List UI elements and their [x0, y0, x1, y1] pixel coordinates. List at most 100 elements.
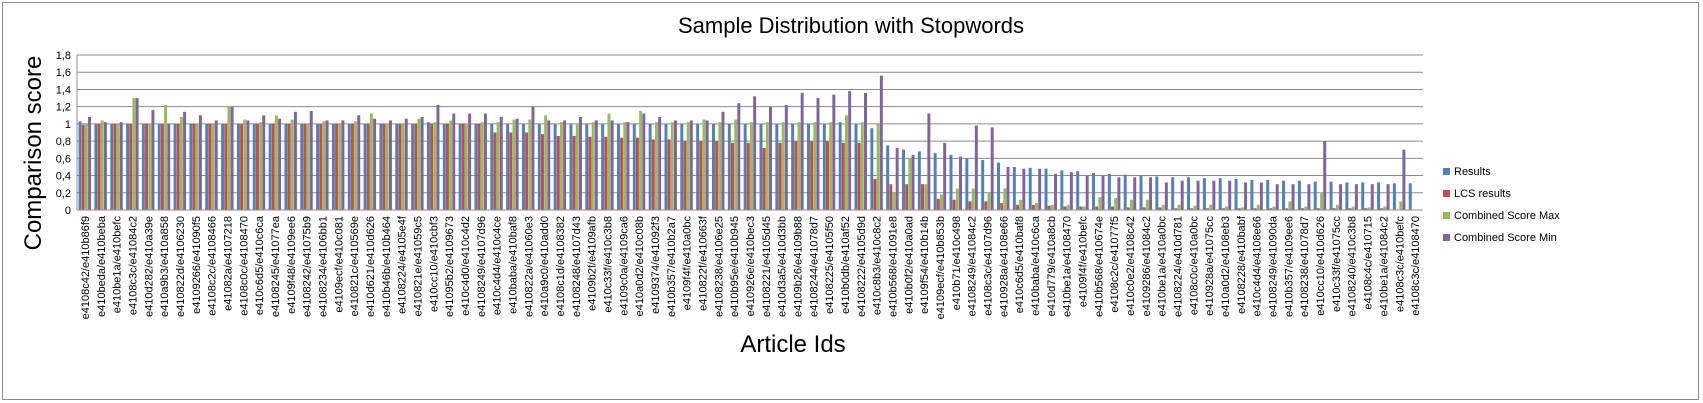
bar-combined-score-max	[433, 122, 437, 210]
bar-results	[1060, 170, 1064, 210]
bar-combined-score-min	[230, 106, 234, 210]
bar-combined-score-min	[927, 113, 931, 210]
legend-swatch	[1443, 168, 1450, 175]
x-tick-label: e410822f/e410663f	[697, 215, 709, 311]
x-tick-label: e410b71/e410c498	[951, 216, 963, 310]
bar-combined-score-max	[1019, 199, 1023, 210]
bar-results	[1234, 179, 1238, 210]
bar-lcs-results	[794, 141, 798, 210]
bar-combined-score-min	[879, 75, 883, 210]
bar-combined-score-min	[658, 117, 662, 210]
bar-results	[1250, 179, 1254, 210]
bar-combined-score-max	[1114, 197, 1118, 210]
axes	[76, 55, 1423, 211]
bar-lcs-results	[841, 142, 845, 210]
bar-lcs-results	[984, 201, 988, 210]
bar-lcs-results	[604, 136, 608, 210]
x-axis-title: Article Ids	[740, 331, 845, 358]
x-tick-labels: e4108c42/e410b86f9 e410beda/e410beba e410b…	[80, 215, 1422, 319]
x-tick-label: e410d621/e410d626	[365, 216, 377, 317]
bar-combined-score-max	[765, 122, 769, 210]
bar-combined-score-max	[290, 119, 294, 210]
bar-combined-score-min	[1101, 175, 1105, 210]
bar-combined-score-min	[483, 113, 487, 210]
bar-combined-score-min	[1228, 180, 1232, 210]
bar-lcs-results	[1364, 208, 1368, 210]
bar-lcs-results	[319, 123, 323, 210]
x-tick-label: e4108c3c/e41084c2	[127, 216, 139, 315]
bar-combined-score-max	[1351, 206, 1355, 210]
bar-combined-score-max	[971, 188, 975, 210]
bar-combined-score-min	[119, 122, 123, 210]
bar-results	[474, 123, 478, 210]
bar-lcs-results	[1000, 203, 1004, 210]
bar-combined-score-max	[1145, 199, 1149, 210]
bar-combined-score-min	[293, 111, 297, 210]
bar-combined-score-max	[908, 158, 912, 210]
legend: Results LCS results Combined Score Max Comb…	[1443, 166, 1560, 244]
bar-lcs-results	[240, 123, 244, 210]
bar-combined-score-max	[686, 122, 690, 210]
bar-combined-score-max	[1082, 206, 1086, 210]
bar-combined-score-min	[626, 122, 630, 210]
bar-combined-score-min	[151, 110, 155, 210]
bar-combined-score-min	[974, 125, 978, 210]
bar-combined-score-max	[718, 122, 722, 210]
x-tick-label: e410be1a/e4108470	[1062, 216, 1074, 317]
x-tick-label: e410a0d2/e410c08b	[634, 216, 646, 316]
bar-combined-score-min	[468, 113, 472, 210]
bar-combined-score-max	[860, 122, 864, 210]
bar-combined-score-max	[940, 194, 943, 210]
bar-lcs-results	[398, 123, 402, 210]
bar-combined-score-max	[496, 122, 500, 210]
bar-combined-score-max	[1225, 206, 1229, 210]
bar-combined-score-min	[959, 156, 962, 210]
bar-combined-score-min	[1038, 168, 1042, 210]
bar-lcs-results	[1158, 207, 1162, 210]
bar-combined-score-min	[1117, 177, 1121, 210]
bar-combined-score-min	[1022, 168, 1026, 210]
bar-combined-score-min	[642, 113, 646, 210]
y-tick-label: 1	[65, 119, 71, 131]
bar-lcs-results	[936, 198, 940, 210]
bar-lcs-results	[1079, 206, 1083, 210]
bar-lcs-results	[762, 148, 766, 210]
bar-combined-score-min	[1370, 184, 1374, 210]
bar-lcs-results	[224, 123, 228, 210]
bar-combined-score-max	[1272, 206, 1276, 210]
bar-results	[1392, 183, 1396, 210]
y-tick-label: 1,8	[56, 50, 71, 62]
x-tick-label: e4109286/e41084c2	[1141, 216, 1153, 316]
bar-lcs-results	[778, 142, 782, 210]
y-tick-label: 0	[65, 205, 71, 217]
x-tick-label: e4109f54/e410b14b	[919, 216, 931, 314]
bar-combined-score-min	[816, 98, 820, 210]
x-tick-label: e4108249/e41084c2	[967, 216, 979, 316]
bar-combined-score-min	[103, 122, 107, 210]
bar-lcs-results	[382, 123, 386, 210]
bar-combined-score-min	[373, 118, 377, 210]
bar-lcs-results	[366, 123, 370, 210]
bar-results	[331, 123, 335, 210]
legend-swatch	[1443, 212, 1450, 219]
x-tick-label: e410b95e/e410b945	[729, 216, 741, 317]
bar-combined-score-min	[848, 91, 852, 210]
bar-combined-score-min	[1307, 184, 1311, 210]
bar-results	[442, 123, 446, 210]
x-tick-label: e410b0f2/e410a0ad	[903, 216, 915, 314]
bar-results	[284, 123, 288, 210]
bar-results	[1123, 174, 1127, 210]
bar-combined-score-max	[243, 119, 247, 210]
bar-results	[870, 128, 874, 210]
bar-combined-score-min	[911, 154, 915, 210]
bar-lcs-results	[889, 184, 893, 210]
x-tick-label: e410822d/e4106230	[175, 216, 187, 317]
y-tick-label: 0,4	[56, 171, 71, 183]
bar-combined-score-min	[753, 96, 757, 210]
bar-results	[426, 122, 430, 210]
y-tick-label: 1,2	[56, 102, 71, 114]
x-tick-label: e410821e/e41059c5	[412, 216, 424, 316]
bar-combined-score-min	[452, 113, 456, 210]
bar-combined-score-min	[1180, 180, 1184, 210]
bar-lcs-results	[1174, 208, 1178, 210]
